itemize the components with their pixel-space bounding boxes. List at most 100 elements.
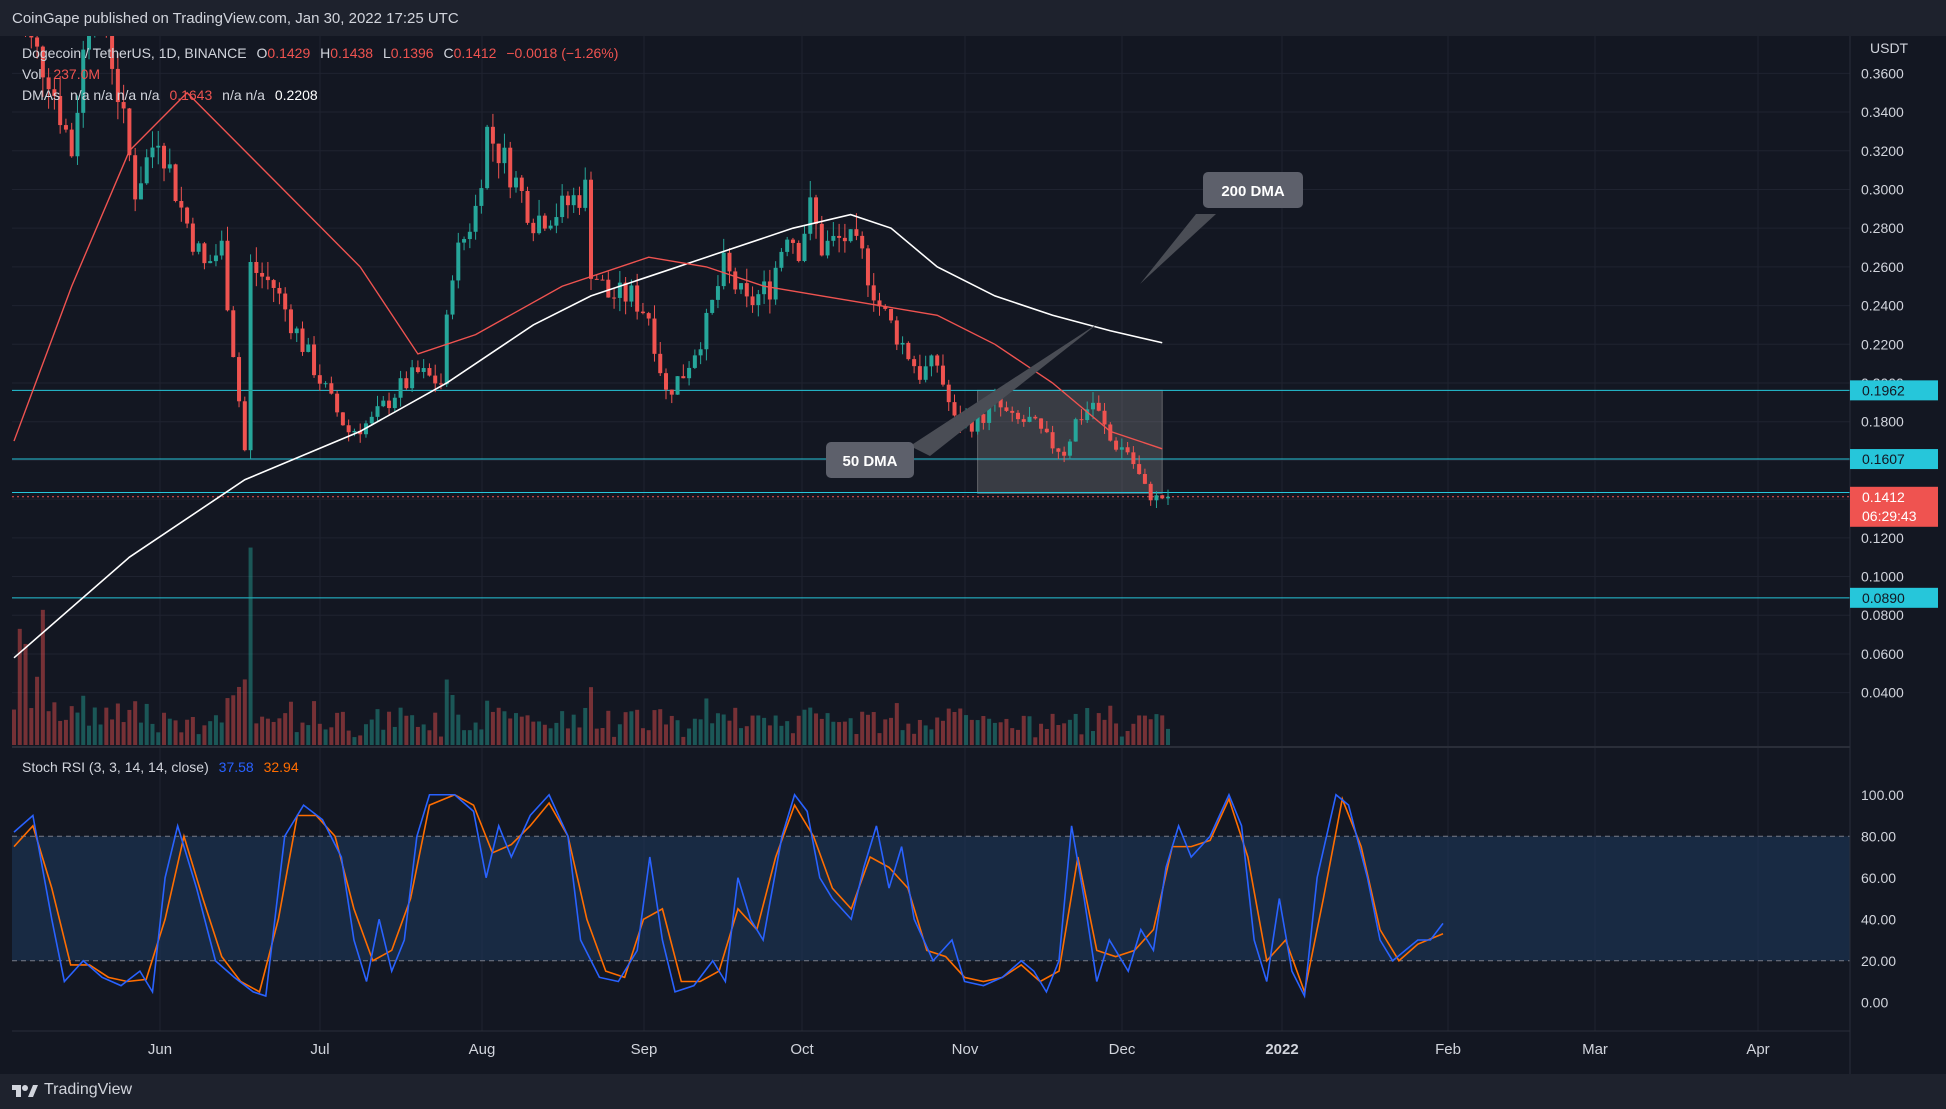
volume-bar: [398, 707, 403, 745]
candle-body: [81, 49, 86, 113]
countdown-text: 06:29:43: [1862, 508, 1917, 524]
candle-body: [894, 320, 899, 345]
candle-body: [739, 283, 744, 290]
candle-body: [906, 342, 911, 360]
level-tag: [1850, 380, 1938, 401]
candle-body: [946, 384, 951, 403]
candle-body: [848, 229, 853, 242]
volume-bars: [12, 547, 1170, 745]
candle-body: [785, 239, 790, 252]
publisher-text: CoinGape published on TradingView.com, J…: [12, 10, 459, 27]
volume-bar: [975, 720, 980, 745]
candle-body: [29, 36, 34, 38]
candle-body: [565, 195, 570, 206]
time-axis[interactable]: Jun Jul Aug Sep Oct Nov Dec 2022 Feb Mar Apr: [148, 1041, 1770, 1058]
candle-body: [277, 287, 282, 294]
volume-bar: [565, 728, 570, 745]
chart-area[interactable]: 200 DMA 50 DMA 0.0400 0.0600 0.0800 0.1000 0…: [0, 36, 1946, 1074]
volume-bar: [998, 722, 1003, 745]
volume-bar: [404, 715, 409, 745]
volume-bar: [179, 732, 184, 745]
price-tick: 0.2600: [1861, 259, 1904, 275]
candle-body: [692, 355, 697, 368]
candle-body: [912, 359, 917, 367]
candle-body: [900, 342, 905, 345]
volume-bar: [906, 723, 911, 745]
candle-body: [1044, 428, 1049, 433]
volume-bar: [1015, 729, 1020, 745]
volume-bar: [479, 729, 484, 745]
volume-bar: [837, 722, 842, 745]
volume-bar: [669, 715, 674, 745]
time-tick: Dec: [1109, 1041, 1136, 1058]
candle-body: [715, 286, 720, 300]
volume-bar: [946, 708, 951, 745]
dma-na-values: n/a n/a n/a n/a: [70, 87, 160, 103]
candle-body: [831, 235, 836, 241]
candle-body: [952, 402, 957, 416]
volume-bar: [127, 709, 132, 745]
volume-bar: [1142, 715, 1147, 745]
candle-body: [589, 179, 593, 279]
candle-body: [404, 378, 409, 389]
volume-bar: [271, 721, 276, 745]
volume-bar: [438, 736, 443, 745]
volume-bar: [1125, 731, 1130, 745]
tradingview-logo[interactable]: TradingView: [12, 1081, 132, 1099]
candle-body: [346, 425, 351, 433]
candle-body: [242, 401, 247, 451]
volume-bar: [727, 720, 732, 745]
volume-bar: [1085, 708, 1090, 745]
volume-bar: [871, 712, 876, 745]
candle-body: [917, 366, 922, 380]
candle-body: [981, 414, 986, 423]
level-tag: [1850, 587, 1938, 608]
dma50-callout: 50 DMA: [826, 322, 1100, 478]
volume-bar: [958, 708, 963, 745]
stoch-d-line: [13, 793, 1444, 995]
volume-bar: [92, 707, 97, 745]
volume-bar: [317, 723, 322, 745]
volume-bar: [29, 708, 34, 745]
volume-bar: [150, 723, 155, 745]
candle-body: [46, 77, 51, 90]
volume-bar: [352, 737, 357, 745]
candle-body: [756, 294, 761, 306]
price-tick: 0.0600: [1861, 646, 1904, 662]
volume-bar: [635, 709, 640, 745]
volume-bar: [1044, 728, 1049, 745]
candle-body: [127, 108, 132, 156]
volume-bar: [762, 717, 767, 745]
volume-bar: [548, 728, 553, 745]
candle-body: [306, 344, 311, 352]
candle-body: [635, 285, 640, 312]
level-tag: [1850, 449, 1938, 470]
candle-body: [664, 373, 669, 390]
candle-body: [121, 102, 126, 109]
candle-body: [335, 393, 340, 413]
volume-bar: [121, 722, 126, 745]
price-tick: 0.2200: [1861, 336, 1904, 352]
volume-bar: [340, 711, 345, 745]
stoch-axis[interactable]: 0.00 20.00 40.00 60.00 80.00 100.00: [1861, 787, 1904, 1011]
volume-bar: [467, 730, 472, 745]
volume-bar: [162, 712, 167, 745]
dma-legend: DMAs n/a n/a n/a n/a 0.1643 n/a n/a 0.22…: [22, 87, 318, 103]
volume-bar: [1102, 719, 1107, 745]
stoch-tick: 80.00: [1861, 828, 1896, 844]
candle-body: [375, 406, 380, 417]
price-tick: 0.1800: [1861, 414, 1904, 430]
candle-body: [825, 240, 830, 256]
time-tick: Sep: [631, 1041, 658, 1058]
candle-body: [410, 367, 415, 389]
o-value: 0.1429: [267, 45, 311, 61]
candle-body: [340, 412, 345, 426]
volume-bar: [173, 720, 178, 745]
volume-bar: [17, 628, 22, 745]
candle-body: [790, 239, 795, 243]
volume-bar: [1073, 713, 1078, 745]
candle-body: [260, 272, 265, 277]
volume-bar: [167, 718, 172, 745]
volume-bar: [652, 710, 657, 745]
stoch-k-value: 37.58: [218, 759, 254, 775]
